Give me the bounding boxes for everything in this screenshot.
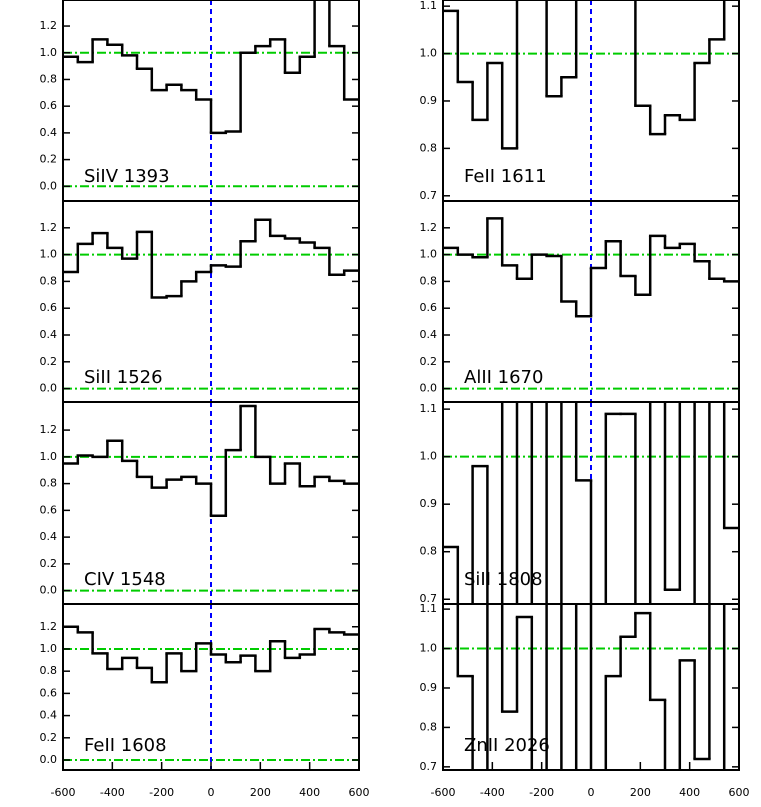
x-tick-label: 400 (299, 786, 320, 799)
y-tick-label: 0.0 (40, 382, 58, 395)
plot-area (63, 604, 359, 770)
step-riser (456, 0, 726, 149)
y-tick-label: 1.1 (420, 602, 438, 615)
y-tick-label: 0.6 (40, 99, 58, 112)
plot-area (63, 0, 359, 201)
plot-area (443, 402, 739, 604)
x-tick-label: -200 (529, 786, 554, 799)
plot-area (443, 0, 739, 201)
x-tick-label: 0 (208, 786, 215, 799)
y-tick-label: 1.2 (40, 620, 58, 633)
x-tick-label: 600 (349, 786, 370, 799)
x-tick-label: -200 (149, 786, 174, 799)
panel: 0.7 0.8 0.9 1.0 1.1 SiII 1808 (420, 401, 740, 605)
y-tick-label: 0.8 (420, 274, 438, 287)
y-tick-label: 0.8 (420, 545, 438, 558)
y-tick-label: 1.0 (40, 450, 58, 463)
y-tick-label: 0.2 (40, 557, 58, 570)
y-tick-label: 0.4 (40, 709, 58, 722)
y-tick-label: 0.8 (420, 141, 438, 154)
y-tick-label: 0.7 (420, 189, 438, 202)
line-label: FeII 1608 (84, 735, 167, 756)
panel: 0.0 0.2 0.4 0.6 0.8 1.0 1.2 AlII 1670 (420, 200, 740, 403)
y-tick-label: 0.4 (40, 126, 58, 139)
line-label: SiIV 1393 (84, 166, 170, 187)
y-tick-label: 0.7 (420, 760, 438, 773)
y-tick-label: 0.4 (40, 328, 58, 341)
y-tick-label: 1.0 (420, 47, 438, 60)
y-tick-label: 0.0 (40, 753, 58, 766)
y-tick-label: 0.8 (40, 72, 58, 85)
y-tick-label: 1.2 (40, 221, 58, 234)
y-tick-label: 0.0 (40, 179, 58, 192)
y-tick-label: 0.6 (40, 301, 58, 314)
y-tick-label: 0.7 (420, 592, 438, 605)
panel: 0.7 0.8 0.9 1.0 1.1 FeII 1611 (420, 0, 740, 202)
line-label: SiII 1808 (464, 569, 543, 590)
y-tick-label: 1.0 (40, 46, 58, 59)
y-tick-label: 0.4 (420, 328, 438, 341)
step-riser (456, 402, 726, 604)
y-tick-label: 0.0 (40, 584, 58, 597)
x-tick-label: -400 (480, 786, 505, 799)
y-tick-label: 0.9 (420, 497, 438, 510)
panel: 0.0 0.2 0.4 0.6 0.8 1.0 1.2 -600 -400 -200 0 200 400… (40, 603, 370, 799)
x-tick-label: 200 (630, 786, 651, 799)
x-tick-label: 600 (729, 786, 750, 799)
plot-area (443, 604, 739, 770)
y-tick-label: 0.8 (40, 477, 58, 490)
y-tick-label: 0.2 (40, 153, 58, 166)
panel: 0.0 0.2 0.4 0.6 0.8 1.0 1.2 CIV 1548 (40, 401, 360, 605)
y-tick-label: 0.4 (40, 530, 58, 543)
plot-area (443, 201, 739, 402)
x-tick-label: -600 (431, 786, 456, 799)
x-tick-label: 200 (250, 786, 271, 799)
x-tick-label: -400 (100, 786, 125, 799)
y-tick-label: 1.0 (420, 248, 438, 261)
y-tick-label: 0.2 (40, 355, 58, 368)
line-label: FeII 1611 (464, 166, 547, 187)
x-tick-label: 400 (679, 786, 700, 799)
y-tick-label: 1.2 (420, 221, 438, 234)
panel: 0.0 0.2 0.4 0.6 0.8 1.0 1.2 SiIV 1393 (40, 0, 360, 202)
x-tick-label: -600 (51, 786, 76, 799)
panel: 0.0 0.2 0.4 0.6 0.8 1.0 1.2 SiII 1526 (40, 200, 360, 403)
panel: 0.7 0.8 0.9 1.0 1.1 -600 -400 -200 0 200 400 600 ZnI… (420, 602, 750, 799)
line-label: AlII 1670 (464, 367, 543, 388)
step-riser (76, 406, 346, 516)
y-tick-label: 1.0 (420, 450, 438, 463)
y-tick-label: 0.9 (420, 681, 438, 694)
line-label: ZnII 2026 (464, 735, 550, 756)
y-tick-label: 1.0 (40, 248, 58, 261)
y-tick-label: 1.1 (420, 402, 438, 415)
y-tick-label: 1.2 (40, 423, 58, 436)
y-tick-label: 0.6 (40, 503, 58, 516)
step-riser (76, 626, 346, 683)
y-tick-label: 1.1 (420, 0, 438, 12)
y-tick-label: 0.2 (420, 355, 438, 368)
y-tick-label: 0.6 (40, 686, 58, 699)
y-tick-label: 0.9 (420, 94, 438, 107)
plot-area (63, 201, 359, 402)
step-riser (456, 604, 726, 770)
y-tick-label: 0.8 (40, 664, 58, 677)
y-tick-label: 0.0 (420, 382, 438, 395)
line-label: SiII 1526 (84, 367, 163, 388)
y-tick-label: 1.2 (40, 19, 58, 32)
line-label: CIV 1548 (84, 569, 166, 590)
x-tick-label: 0 (588, 786, 595, 799)
y-tick-label: 0.8 (40, 274, 58, 287)
y-tick-label: 0.2 (40, 731, 58, 744)
y-tick-label: 1.0 (420, 642, 438, 655)
y-tick-label: 1.0 (40, 642, 58, 655)
y-tick-label: 0.6 (420, 301, 438, 314)
y-tick-label: 0.8 (420, 720, 438, 733)
